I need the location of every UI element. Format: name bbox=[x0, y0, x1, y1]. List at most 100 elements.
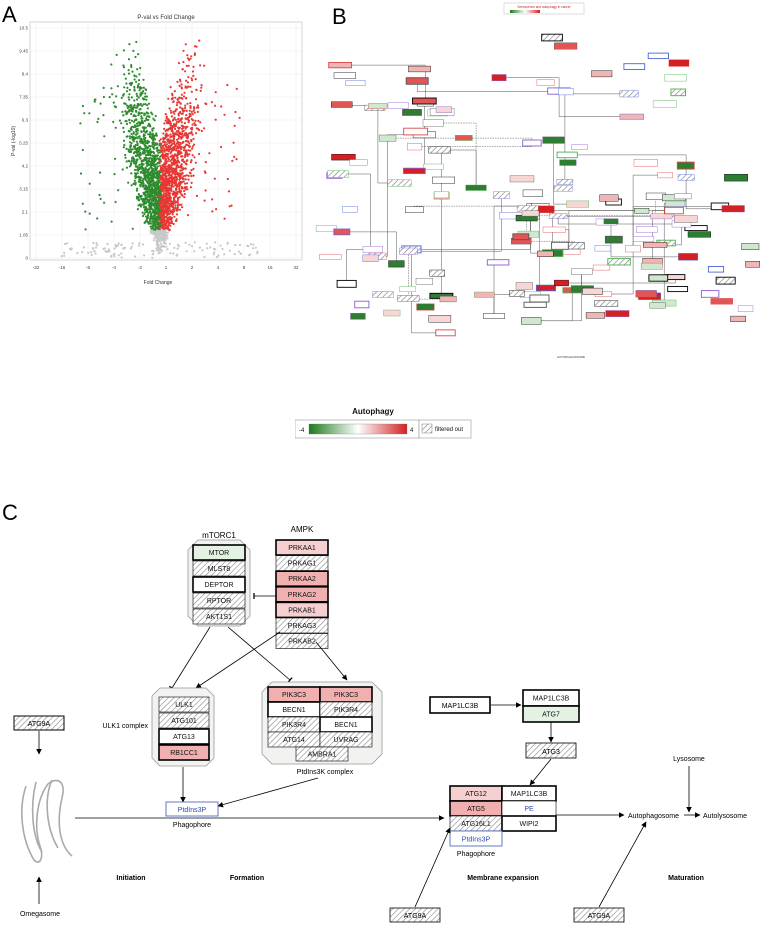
volcano-point bbox=[209, 246, 212, 249]
volcano-point bbox=[150, 227, 153, 230]
volcano-point bbox=[149, 131, 152, 134]
volcano-point bbox=[158, 162, 161, 165]
gene-box: PIK3R4 bbox=[267, 716, 321, 733]
volcano-point bbox=[163, 201, 166, 204]
volcano-point bbox=[137, 96, 140, 99]
volcano-point bbox=[177, 141, 180, 144]
volcano-point bbox=[142, 254, 146, 257]
gene-label: ATG12 bbox=[465, 791, 487, 798]
volcano-point bbox=[165, 146, 168, 149]
volcano-point bbox=[155, 134, 158, 137]
network-node bbox=[594, 300, 619, 307]
volcano-point bbox=[159, 197, 162, 200]
volcano-point bbox=[176, 156, 179, 159]
volcano-point bbox=[167, 207, 170, 210]
network-edge bbox=[564, 93, 629, 182]
volcano-point bbox=[183, 196, 186, 199]
volcano-point bbox=[234, 244, 237, 247]
volcano-point bbox=[163, 177, 166, 180]
volcano-point bbox=[175, 104, 178, 107]
atg9a-right-box bbox=[573, 907, 625, 923]
network-node bbox=[619, 90, 639, 98]
volcano-point bbox=[175, 165, 178, 168]
network-node bbox=[403, 127, 429, 136]
volcano-point bbox=[145, 209, 148, 213]
volcano-point bbox=[129, 146, 132, 149]
volcano-point bbox=[148, 159, 151, 162]
volcano-point bbox=[160, 193, 163, 196]
volcano-point bbox=[173, 191, 176, 194]
network-node bbox=[643, 242, 668, 248]
volcano-point bbox=[130, 184, 133, 187]
network-node bbox=[345, 80, 366, 86]
volcano-point bbox=[165, 160, 168, 163]
volcano-point bbox=[135, 92, 138, 95]
gene-label: MTOR bbox=[209, 550, 229, 557]
gene-label: ULK1 bbox=[175, 702, 193, 709]
gene-box: ATG14 bbox=[267, 731, 321, 748]
volcano-point bbox=[153, 223, 156, 226]
volcano-point bbox=[192, 167, 195, 171]
volcano-point bbox=[107, 248, 110, 251]
volcano-point bbox=[181, 206, 184, 209]
volcano-point bbox=[135, 118, 138, 121]
volcano-point bbox=[88, 182, 91, 185]
volcano-point bbox=[126, 112, 129, 115]
volcano-point bbox=[133, 124, 136, 127]
volcano-point bbox=[144, 195, 147, 198]
volcano-point bbox=[192, 74, 195, 77]
gene-label: WIPI2 bbox=[519, 821, 538, 828]
network-node bbox=[486, 259, 510, 266]
volcano-point bbox=[162, 138, 165, 141]
volcano-point bbox=[169, 109, 172, 112]
volcano-point bbox=[181, 127, 184, 130]
volcano-point bbox=[165, 152, 169, 155]
volcano-point bbox=[166, 120, 169, 123]
volcano-point bbox=[178, 208, 181, 211]
volcano-point bbox=[165, 143, 168, 146]
volcano-point bbox=[214, 241, 217, 244]
volcano-point bbox=[185, 143, 188, 146]
volcano-point bbox=[137, 53, 140, 56]
volcano-point bbox=[132, 158, 136, 161]
volcano-point bbox=[183, 192, 186, 196]
volcano-point bbox=[129, 148, 132, 151]
volcano-point bbox=[178, 106, 182, 109]
gene-label: PRKAA1 bbox=[288, 545, 316, 552]
volcano-point bbox=[165, 182, 168, 185]
gene-box: ATG12 bbox=[449, 785, 503, 802]
volcano-point bbox=[204, 189, 207, 192]
volcano-point bbox=[176, 196, 179, 200]
network-node bbox=[556, 178, 574, 185]
volcano-point bbox=[170, 115, 173, 118]
network-node bbox=[537, 250, 554, 257]
volcano-point bbox=[139, 146, 142, 150]
atg9a-mid-box bbox=[389, 907, 441, 923]
volcano-point bbox=[147, 122, 150, 125]
volcano-point bbox=[186, 182, 189, 185]
gene-label: ATG7 bbox=[542, 712, 560, 719]
volcano-point bbox=[192, 109, 195, 112]
gene-label: PIK3R4 bbox=[282, 722, 306, 729]
network-edge bbox=[338, 173, 371, 259]
volcano-point bbox=[142, 90, 145, 93]
volcano-point bbox=[152, 168, 155, 171]
volcano-point bbox=[156, 171, 159, 174]
volcano-point bbox=[139, 171, 142, 174]
volcano-point bbox=[178, 161, 181, 164]
volcano-point bbox=[175, 219, 178, 222]
network-node bbox=[483, 313, 505, 320]
volcano-point bbox=[165, 175, 168, 178]
volcano-point bbox=[172, 198, 176, 201]
volcano-point bbox=[135, 130, 138, 133]
ampk-label: AMPK bbox=[291, 525, 314, 534]
atg3-box bbox=[525, 742, 577, 759]
volcano-point bbox=[180, 107, 183, 110]
volcano-point bbox=[193, 111, 196, 114]
network-node bbox=[625, 245, 641, 253]
network-node bbox=[331, 101, 353, 108]
volcano-point bbox=[211, 198, 214, 201]
volcano-point bbox=[137, 180, 140, 183]
gene-box: DEPTOR bbox=[192, 576, 246, 593]
network-edge bbox=[377, 106, 400, 184]
